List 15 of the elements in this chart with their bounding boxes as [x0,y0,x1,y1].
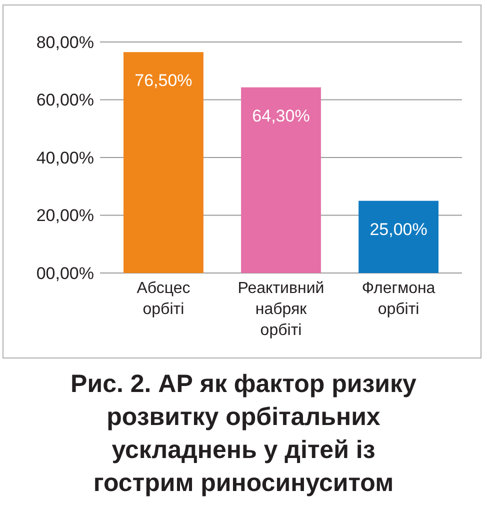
y-tick-label: 20,00% [36,206,94,226]
y-tick-label: 60,00% [36,90,94,110]
bar [124,52,204,273]
data-label: 25,00% [370,220,428,239]
x-tick-label: Реактивний набряк орбіті [238,280,324,339]
y-tick-label: 00,00% [36,264,94,283]
data-label: 64,30% [252,106,310,126]
bar [241,87,321,273]
text: Рис. 2. АР як фактор ризику розвитку орбітальних ускладнень у дітей із гострим риносинуситом [70,370,417,497]
x-tick-label: Флегмона орбіті [362,280,436,318]
bar [358,200,438,273]
x-tick-label: Абсцес орбіті [136,280,190,318]
y-tick-label: 80,00% [36,32,94,52]
data-label: 76,50% [134,71,192,90]
y-tick-label: 40,00% [36,148,94,168]
